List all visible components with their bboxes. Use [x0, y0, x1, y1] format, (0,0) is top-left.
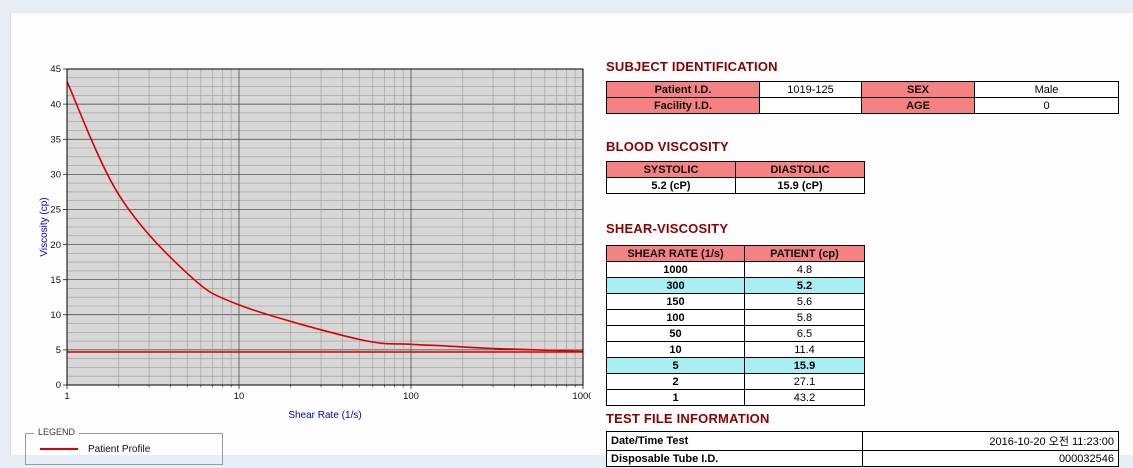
shear-viscosity-heading: SHEAR-VISCOSITY: [606, 221, 729, 236]
sex-label: SEX: [861, 81, 975, 98]
diastolic-header: DIASTOLIC: [735, 161, 865, 178]
patient-cp-cell: 4.8: [744, 261, 865, 278]
legend-title: LEGEND: [34, 427, 80, 437]
shear-rate-cell: 2: [606, 373, 745, 390]
date-time-test-label: Date/Time Test: [606, 431, 863, 451]
svg-text:30: 30: [50, 170, 61, 181]
patient-cp-cell: 43.2: [744, 389, 865, 406]
table-row: SHEAR RATE (1/s) PATIENT (cp): [606, 245, 865, 262]
svg-text:20: 20: [50, 240, 61, 251]
shear-rate-cell: 1: [606, 389, 745, 406]
svg-text:25: 25: [50, 205, 61, 216]
facility-id-label: Facility I.D.: [606, 97, 760, 114]
table-row: 150 5.6: [606, 293, 865, 310]
svg-text:5: 5: [56, 345, 61, 356]
table-row: 5.2 (cP) 15.9 (cP): [606, 177, 865, 194]
blood-viscosity-table: SYSTOLIC DIASTOLIC 5.2 (cP) 15.9 (cP): [606, 161, 865, 194]
table-row: 2 27.1: [606, 373, 865, 390]
patient-cp-cell: 15.9: [744, 357, 865, 374]
shear-rate-cell: 150: [606, 293, 745, 310]
sex-value: Male: [974, 81, 1119, 98]
svg-text:10: 10: [50, 310, 61, 321]
patient-cp-cell: 5.6: [744, 293, 865, 310]
table-row: 50 6.5: [606, 325, 865, 342]
table-row: Date/Time Test 2016-10-20 오전 11:23:00: [606, 431, 1119, 451]
svg-text:1000: 1000: [572, 391, 591, 402]
chart-legend: LEGEND Patient Profile: [25, 427, 223, 465]
subject-identification-heading: SUBJECT IDENTIFICATION: [606, 59, 778, 74]
svg-text:0: 0: [56, 380, 61, 391]
diastolic-value: 15.9 (cP): [735, 177, 865, 194]
shear-rate-cell: 5: [606, 357, 745, 374]
svg-text:100: 100: [403, 391, 419, 402]
shear-rate-cell: 10: [606, 341, 745, 358]
table-row: 5 15.9: [606, 357, 865, 374]
x-axis-title: Shear Rate (1/s): [288, 410, 361, 421]
svg-text:15: 15: [50, 275, 61, 286]
svg-text:40: 40: [50, 99, 61, 110]
legend-entry-label: Patient Profile: [88, 443, 151, 455]
patient-cp-cell: 27.1: [744, 373, 865, 390]
table-row: Facility I.D. AGE 0: [606, 97, 1119, 114]
report-details: SUBJECT IDENTIFICATION Patient I.D. 1019…: [606, 59, 1119, 467]
date-time-test-value: 2016-10-20 오전 11:23:00: [862, 431, 1119, 451]
patient-cp-cell: 11.4: [744, 341, 865, 358]
svg-text:45: 45: [50, 64, 61, 75]
patient-cp-cell: 5.2: [744, 277, 865, 294]
table-row: 100 5.8: [606, 309, 865, 326]
disposable-tube-id-label: Disposable Tube I.D.: [606, 450, 863, 467]
disposable-tube-id-value: 000032546: [862, 450, 1119, 467]
svg-text:1: 1: [64, 391, 69, 402]
shear-viscosity-table: SHEAR RATE (1/s) PATIENT (cp) 1000 4.8 300…: [606, 245, 865, 406]
shear-rate-cell: 1000: [606, 261, 745, 278]
test-file-information-heading: TEST FILE INFORMATION: [606, 411, 770, 426]
blood-viscosity-heading: BLOOD VISCOSITY: [606, 139, 729, 154]
legend-entry: Patient Profile: [26, 434, 222, 464]
patient-id-label: Patient I.D.: [606, 81, 760, 98]
shear-rate-cell: 50: [606, 325, 745, 342]
age-value: 0: [974, 97, 1119, 114]
y-axis-title: Viscosity (cp): [39, 197, 50, 256]
systolic-header: SYSTOLIC: [606, 161, 736, 178]
legend-line-swatch: [40, 448, 78, 450]
table-row: 1 43.2: [606, 389, 865, 406]
table-row: Patient I.D. 1019-125 SEX Male: [606, 81, 1119, 98]
patient-cp-cell: 5.8: [744, 309, 865, 326]
svg-text:10: 10: [234, 391, 245, 402]
shear-rate-cell: 300: [606, 277, 745, 294]
patient-cp-cell: 6.5: [744, 325, 865, 342]
table-row: SYSTOLIC DIASTOLIC: [606, 161, 865, 178]
patient-id-value: 1019-125: [759, 81, 862, 98]
svg-text:35: 35: [50, 134, 61, 145]
table-row: 1000 4.8: [606, 261, 865, 278]
table-row: 10 11.4: [606, 341, 865, 358]
shear-rate-header: SHEAR RATE (1/s): [606, 245, 745, 262]
patient-cp-header: PATIENT (cp): [744, 245, 865, 262]
viscosity-chart: 0 5 10 15 20 25 30 35 40 45 1 10 100 1000 Shear Rate (…: [39, 64, 591, 421]
report-panel: 0 5 10 15 20 25 30 35 40 45 1 10 100 1000 Shear Rate (…: [10, 12, 1133, 467]
table-row: Disposable Tube I.D. 000032546: [606, 450, 1119, 467]
systolic-value: 5.2 (cP): [606, 177, 736, 194]
subject-table: Patient I.D. 1019-125 SEX Male Facility …: [606, 81, 1119, 114]
shear-rate-cell: 100: [606, 309, 745, 326]
test-file-table: Date/Time Test 2016-10-20 오전 11:23:00 Di…: [606, 431, 1119, 467]
shear-table-body: 1000 4.8 300 5.2 150 5.6 100 5.8 50 6.5 10 11.4 5 15.…: [606, 261, 865, 406]
table-row: 300 5.2: [606, 277, 865, 294]
facility-id-value: [759, 97, 862, 114]
age-label: AGE: [861, 97, 975, 114]
